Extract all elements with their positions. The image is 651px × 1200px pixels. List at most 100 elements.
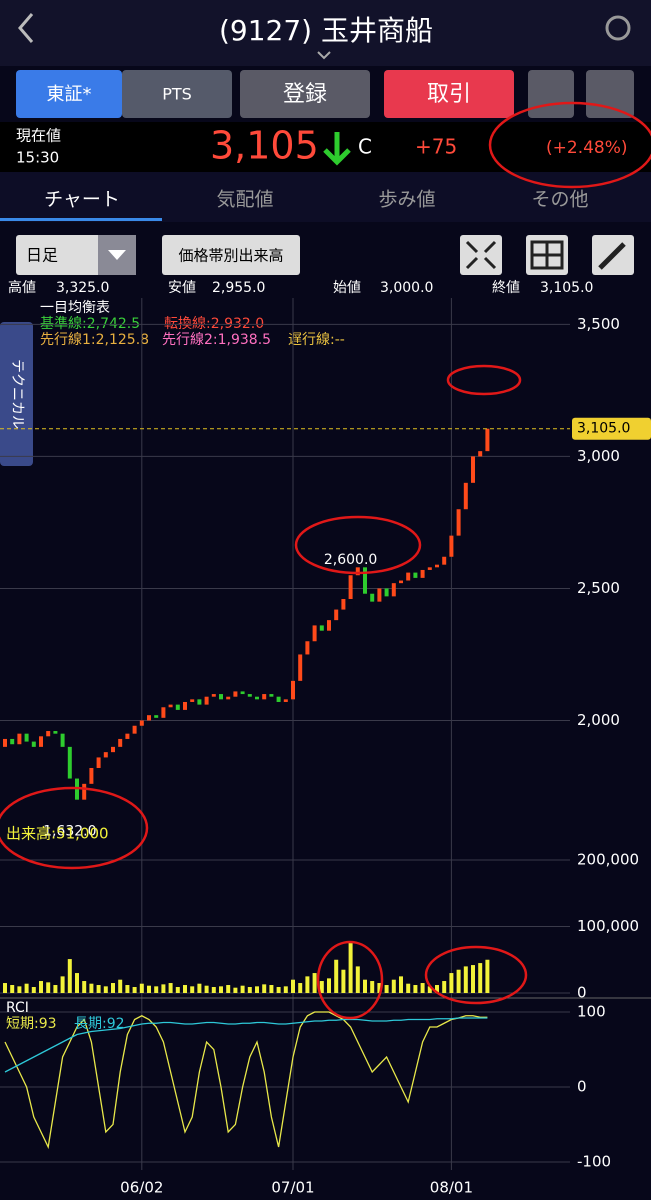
candle — [262, 694, 267, 700]
technical-side-tab[interactable] — [0, 322, 33, 466]
volume-bar — [363, 979, 367, 993]
ohlc-value: 2,955.0 — [212, 280, 265, 296]
tab[interactable]: その他 — [531, 189, 588, 211]
candle — [384, 588, 389, 597]
candle — [211, 694, 216, 697]
volume-bar — [31, 987, 36, 993]
candle — [463, 482, 468, 510]
info-button[interactable] — [586, 70, 634, 118]
price-annotation: 2,600.0 — [324, 552, 377, 568]
candle — [276, 696, 281, 702]
tab[interactable]: チャート — [44, 189, 120, 211]
refresh-button[interactable] — [605, 15, 631, 41]
quote-time: 15:30 — [16, 149, 59, 167]
dropdown-caret[interactable] — [317, 51, 331, 60]
y-tick-label: 200,000 — [577, 851, 639, 869]
pen-icon — [598, 242, 626, 270]
volume-bar — [46, 982, 51, 993]
tab-pts[interactable] — [122, 70, 232, 118]
alert-button[interactable] — [528, 70, 574, 118]
back-button[interactable] — [18, 13, 34, 43]
indicator-line: 遅行線:-- — [288, 332, 345, 348]
last-price-tag — [572, 417, 651, 440]
candle — [485, 428, 490, 452]
tab[interactable]: 歩み値 — [378, 189, 435, 211]
volume-bar — [139, 983, 144, 993]
candle — [471, 456, 475, 483]
candle — [161, 707, 166, 718]
candle — [132, 725, 137, 734]
candle — [413, 572, 418, 578]
candle — [24, 733, 29, 742]
legend-entry: 短期:93 — [6, 1016, 57, 1032]
candle — [427, 567, 432, 570]
candle — [204, 696, 209, 705]
tab-bar — [0, 172, 651, 222]
volume-bar — [269, 985, 274, 993]
candle — [190, 699, 195, 702]
volume-bar — [111, 983, 115, 993]
candle — [154, 715, 159, 718]
volume-bar — [233, 987, 238, 993]
volume-bar — [10, 985, 15, 993]
volume-bar — [53, 985, 58, 993]
candle — [125, 733, 130, 739]
quote-change: +75 — [415, 135, 457, 159]
candle — [10, 738, 15, 745]
x-tick-label: 08/01 — [430, 1179, 473, 1197]
volume-bar — [219, 986, 223, 993]
volume-bar — [39, 981, 43, 993]
candle — [298, 654, 303, 681]
volume-bar — [442, 981, 447, 993]
tab-tosho[interactable] — [16, 70, 122, 118]
candle — [348, 575, 353, 600]
y-tick-label: 0 — [577, 1078, 587, 1096]
candle — [420, 569, 425, 578]
candle — [17, 733, 22, 745]
candle — [240, 691, 245, 695]
volume-bar — [456, 969, 461, 993]
volume-bar — [435, 985, 439, 993]
volume-bar — [190, 986, 195, 993]
tab-label: 東証* — [47, 84, 92, 105]
ohlc-label: 高値 — [8, 279, 36, 296]
candle — [327, 620, 331, 631]
volume-bar — [183, 985, 187, 993]
volume-bar — [341, 969, 346, 993]
volume-bar — [391, 979, 396, 993]
tab-indicator — [0, 218, 162, 221]
candle — [31, 741, 36, 747]
volume-bar — [334, 959, 339, 993]
ohlc-label: 安値 — [168, 280, 196, 296]
volume-bar — [298, 983, 303, 993]
volume-bar — [147, 985, 151, 993]
candle — [147, 715, 151, 721]
volume-bar — [211, 987, 216, 993]
candle — [305, 641, 310, 655]
header-bar — [0, 0, 651, 66]
volume-bar — [204, 985, 209, 993]
candle — [291, 680, 295, 700]
volume-bar — [427, 986, 432, 993]
volume-bar — [327, 978, 331, 993]
volume-bar — [161, 984, 166, 993]
register-button[interactable] — [240, 70, 370, 118]
candle — [255, 696, 259, 700]
candle — [269, 694, 274, 697]
candle — [3, 738, 7, 747]
trade-button[interactable] — [384, 70, 514, 118]
tab[interactable]: 気配値 — [216, 189, 273, 211]
annotation-circle — [424, 945, 528, 1005]
candle — [226, 696, 231, 700]
volume-bar — [355, 966, 360, 993]
volume-bar — [478, 963, 483, 993]
candle — [435, 564, 439, 568]
volume-bar — [125, 985, 130, 993]
volume-bar — [132, 987, 137, 993]
volume-by-price-button[interactable] — [162, 235, 300, 275]
volume-bar — [60, 976, 65, 993]
rci-title: RCI — [6, 1000, 29, 1016]
candle — [233, 691, 238, 697]
fullscreen-button[interactable] — [460, 235, 502, 275]
volume-bar — [291, 979, 295, 993]
